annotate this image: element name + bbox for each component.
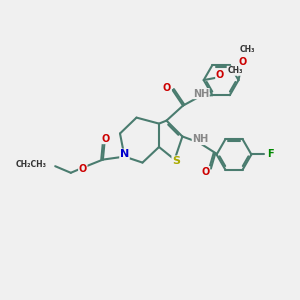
Text: O: O [163,82,171,93]
Text: F: F [267,149,274,160]
Text: O: O [79,164,87,174]
Text: NH: NH [192,134,208,145]
Text: O: O [239,57,247,67]
Text: O: O [201,167,210,177]
Text: S: S [172,156,180,166]
Text: N: N [120,149,129,159]
Text: NH: NH [193,88,209,99]
Text: CH₃: CH₃ [227,66,243,75]
Text: CH₂CH₃: CH₂CH₃ [15,160,46,169]
Text: O: O [216,70,224,80]
Text: O: O [102,134,110,144]
Text: CH₃: CH₃ [240,45,255,54]
